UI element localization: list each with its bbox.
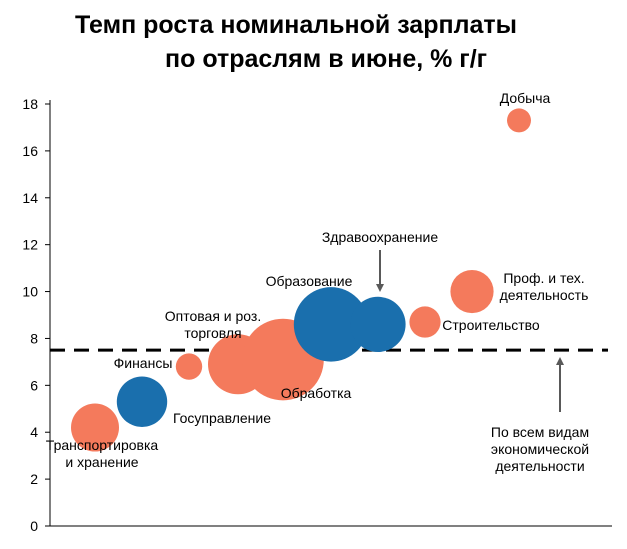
bubble-label: Финансы (114, 355, 173, 371)
y-tick-label: 2 (30, 471, 38, 487)
y-tick-label: 0 (30, 518, 38, 534)
y-tick-label: 4 (30, 424, 38, 440)
y-tick-label: 14 (22, 190, 38, 206)
chart-title-line-2: по отраслям в июне, % г/г (165, 45, 488, 73)
bubble-label: Образование (266, 273, 353, 289)
bubble-2 (116, 376, 168, 427)
bubble-1 (71, 403, 119, 452)
bubble-label: Здравоохранение (322, 229, 439, 245)
bubble-6 (293, 287, 369, 362)
bubble-label: деятельность (500, 287, 589, 303)
y-tick-label: 16 (22, 143, 38, 159)
reference-line-label: По всем видам (491, 424, 589, 440)
bubble-label: Обработка (281, 385, 352, 401)
y-tick-label: 6 (30, 377, 38, 393)
bubble-label: Транспортировка (46, 437, 159, 453)
bubble-8 (409, 306, 441, 338)
bubble-label: Добыча (500, 90, 551, 106)
bubble-label: Госуправление (173, 410, 271, 426)
bubble-3 (175, 353, 203, 380)
bubble-7 (350, 296, 406, 352)
bubble-9 (450, 269, 494, 314)
bubble-10 (507, 108, 531, 133)
bubble-label: торговля (184, 325, 241, 341)
bubble-label: и хранение (65, 454, 138, 470)
y-tick-label: 18 (22, 96, 38, 112)
reference-line-label: экономической (491, 441, 589, 457)
reference-line-label: деятельности (495, 458, 584, 474)
bubble-label: Оптовая и роз. (165, 308, 261, 324)
y-tick-label: 8 (30, 330, 38, 346)
y-tick-label: 10 (22, 284, 38, 300)
y-tick-label: 12 (22, 237, 38, 253)
bubble-label: Проф. и тех. (503, 270, 584, 286)
chart-title-line-1: Темп роста номинальной зарплаты (75, 11, 517, 39)
bubble-label: Строительство (442, 317, 540, 333)
